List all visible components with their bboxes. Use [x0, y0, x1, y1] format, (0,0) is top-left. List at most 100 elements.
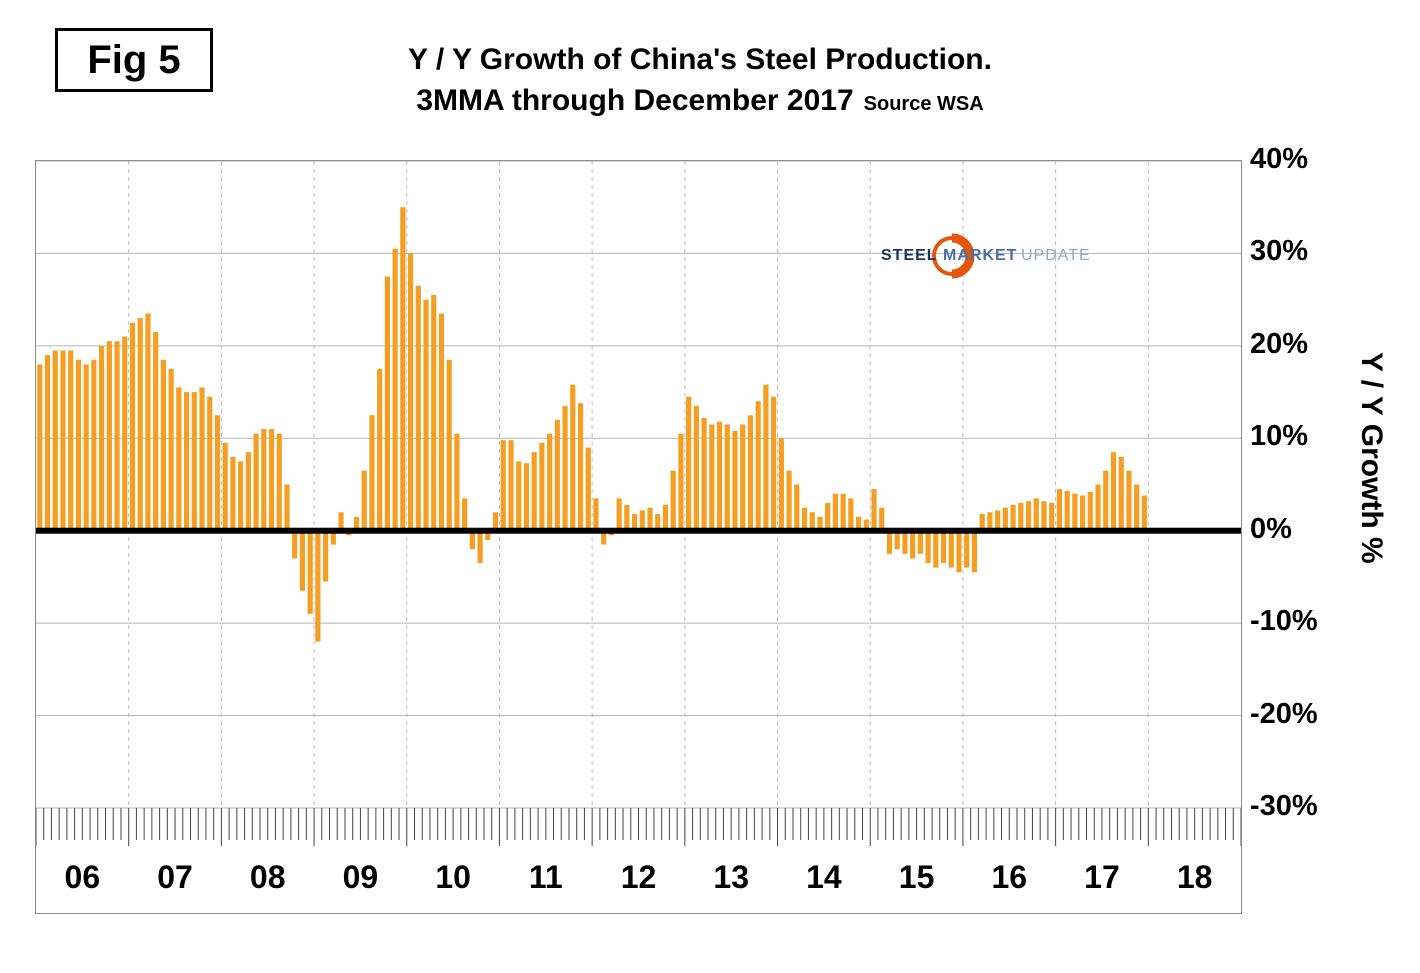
- bar: [384, 276, 390, 531]
- bar: [438, 313, 445, 531]
- bar: [933, 530, 939, 568]
- x-axis-year-label: 14: [806, 859, 842, 895]
- bar: [238, 461, 244, 531]
- y-tick-label: 20%: [1250, 327, 1309, 360]
- bar: [1072, 493, 1078, 531]
- bar: [855, 516, 862, 531]
- chart-source: Source WSA: [863, 92, 984, 115]
- bar: [168, 368, 174, 531]
- bar: [562, 405, 568, 531]
- bar: [44, 355, 51, 531]
- bar: [940, 530, 947, 564]
- smu-logo-market: MARKET: [943, 247, 1018, 264]
- x-axis-year-label: 17: [1084, 859, 1120, 895]
- smu-logo: STEEL MARKET UPDATE: [881, 233, 1121, 279]
- y-tick-label: 10%: [1250, 420, 1309, 453]
- bar: [485, 530, 491, 540]
- y-tick-label: 40%: [1250, 143, 1309, 175]
- bar: [83, 364, 89, 531]
- bar: [199, 387, 205, 531]
- bar: [516, 461, 522, 531]
- bar: [423, 299, 429, 531]
- bar: [647, 507, 653, 531]
- bar: [338, 512, 344, 531]
- bar: [1087, 491, 1093, 531]
- bar: [755, 401, 761, 531]
- bar: [1126, 470, 1132, 531]
- bar: [1010, 504, 1016, 531]
- bar: [964, 530, 970, 568]
- bar: [631, 514, 638, 531]
- bar: [809, 512, 815, 531]
- bar: [400, 207, 406, 531]
- bar: [230, 456, 236, 531]
- bar: [547, 433, 553, 531]
- bar: [137, 318, 143, 531]
- x-axis-year-label: 10: [435, 859, 471, 895]
- y-tick-label: 30%: [1250, 235, 1309, 268]
- x-axis-year-label: 09: [342, 859, 379, 895]
- bar: [37, 364, 43, 531]
- bar: [508, 440, 514, 531]
- x-axis-year-label: 13: [713, 859, 749, 895]
- chart-subtitle: 3MMA through December 2017: [416, 83, 854, 117]
- bar: [369, 415, 375, 531]
- x-axis-year-label: 18: [1176, 859, 1213, 895]
- bar: [840, 493, 846, 531]
- bar: [716, 421, 723, 531]
- bar: [863, 519, 869, 531]
- chart-title-line1: Y / Y Growth of China's Steel Production…: [408, 43, 992, 76]
- bar: [778, 438, 784, 531]
- bar: [1141, 495, 1147, 531]
- bar: [701, 417, 707, 531]
- bar: [253, 433, 259, 531]
- bar: [91, 359, 97, 531]
- bar: [268, 429, 275, 531]
- y-axis-title: Y / Y Growth %: [1355, 352, 1388, 564]
- bar: [740, 424, 746, 531]
- bar: [531, 452, 537, 531]
- bar: [1025, 501, 1032, 531]
- figure-label: Fig 5: [87, 37, 181, 82]
- bar: [593, 498, 599, 531]
- bar: [1041, 501, 1047, 531]
- y-tick-label: -30%: [1250, 790, 1318, 822]
- bar: [979, 514, 985, 531]
- bar: [261, 429, 267, 531]
- bar: [678, 433, 684, 531]
- bar: [995, 510, 1001, 531]
- bar: [832, 493, 839, 531]
- bar: [214, 415, 221, 531]
- bar: [176, 387, 182, 531]
- bar: [276, 433, 282, 531]
- x-axis-year-label: 06: [64, 859, 101, 895]
- bar: [670, 470, 676, 531]
- bar: [917, 530, 923, 554]
- bar: [68, 350, 74, 531]
- bar: [655, 514, 661, 531]
- bar: [786, 470, 792, 531]
- bar: [894, 530, 900, 550]
- zero-line: [36, 527, 1241, 534]
- bar: [469, 530, 475, 550]
- bar: [825, 502, 831, 531]
- bar: [292, 530, 298, 559]
- bar: [1002, 507, 1008, 531]
- bar: [129, 322, 136, 531]
- bar: [75, 359, 82, 531]
- bar: [500, 440, 506, 531]
- bar: [122, 336, 128, 531]
- bar: [299, 530, 306, 591]
- bar: [570, 384, 576, 531]
- bar: [315, 530, 321, 642]
- smu-logo-swoosh-icon: [932, 233, 975, 279]
- bar: [1134, 484, 1140, 531]
- x-axis-year-label: 16: [991, 859, 1028, 895]
- bar: [431, 295, 437, 531]
- figure-label-box: Fig 5: [55, 28, 213, 92]
- bar: [794, 484, 800, 531]
- bar: [207, 396, 213, 531]
- y-tick-label: 0%: [1250, 512, 1292, 545]
- bar: [693, 405, 699, 531]
- bar: [971, 530, 978, 573]
